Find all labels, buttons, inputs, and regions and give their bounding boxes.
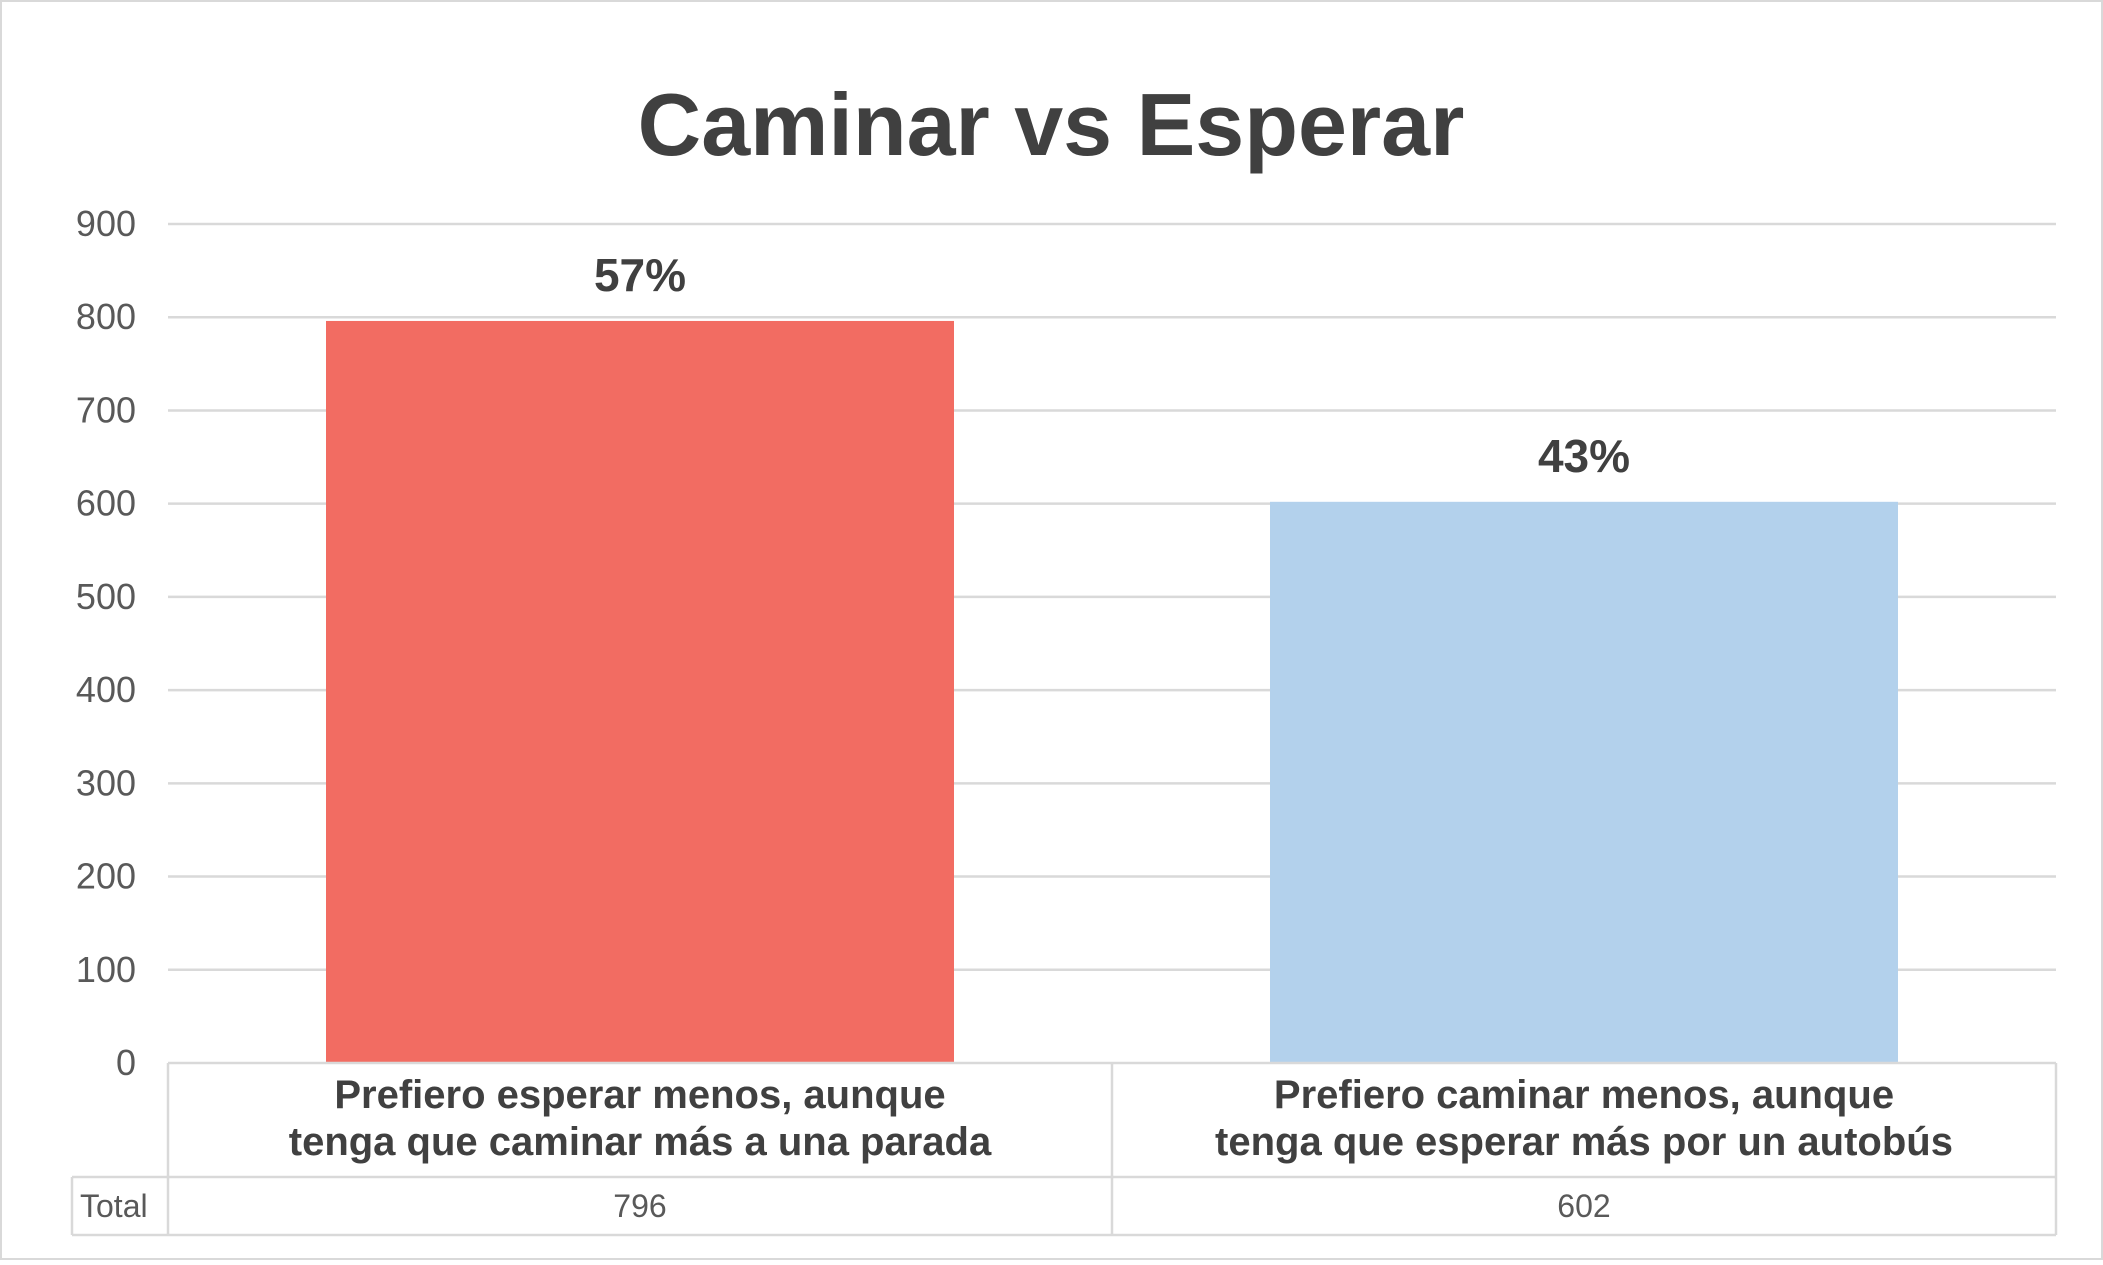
chart-title: Caminar vs Esperar [638, 75, 1465, 174]
table-cell: 796 [613, 1188, 666, 1224]
y-tick-label: 300 [76, 762, 136, 803]
table-row-label: Total [80, 1188, 148, 1224]
data-label: 57% [594, 249, 686, 301]
bar [1270, 501, 1898, 1063]
y-tick-label: 400 [76, 669, 136, 710]
x-category-label: tenga que caminar más a una parada [289, 1120, 992, 1164]
y-axis-ticks: 0 100 200 300 400 500 600 700 800 900 [76, 203, 136, 1083]
table-cell: 602 [1557, 1188, 1610, 1224]
y-tick-label: 900 [76, 203, 136, 244]
data-labels: 57% 43% [594, 249, 1630, 482]
y-tick-label: 200 [76, 856, 136, 897]
y-tick-label: 100 [76, 949, 136, 990]
bars [326, 320, 1898, 1063]
x-category-label: tenga que esperar más por un autobús [1215, 1120, 1953, 1164]
data-label: 43% [1538, 430, 1630, 482]
x-category-label: Prefiero caminar menos, aunque [1274, 1073, 1894, 1117]
y-tick-label: 800 [76, 296, 136, 337]
y-tick-label: 600 [76, 483, 136, 524]
bar [326, 320, 954, 1063]
y-tick-label: 500 [76, 576, 136, 617]
x-category-label: Prefiero esperar menos, aunque [334, 1073, 945, 1117]
y-tick-label: 0 [116, 1042, 136, 1083]
y-tick-label: 700 [76, 389, 136, 430]
